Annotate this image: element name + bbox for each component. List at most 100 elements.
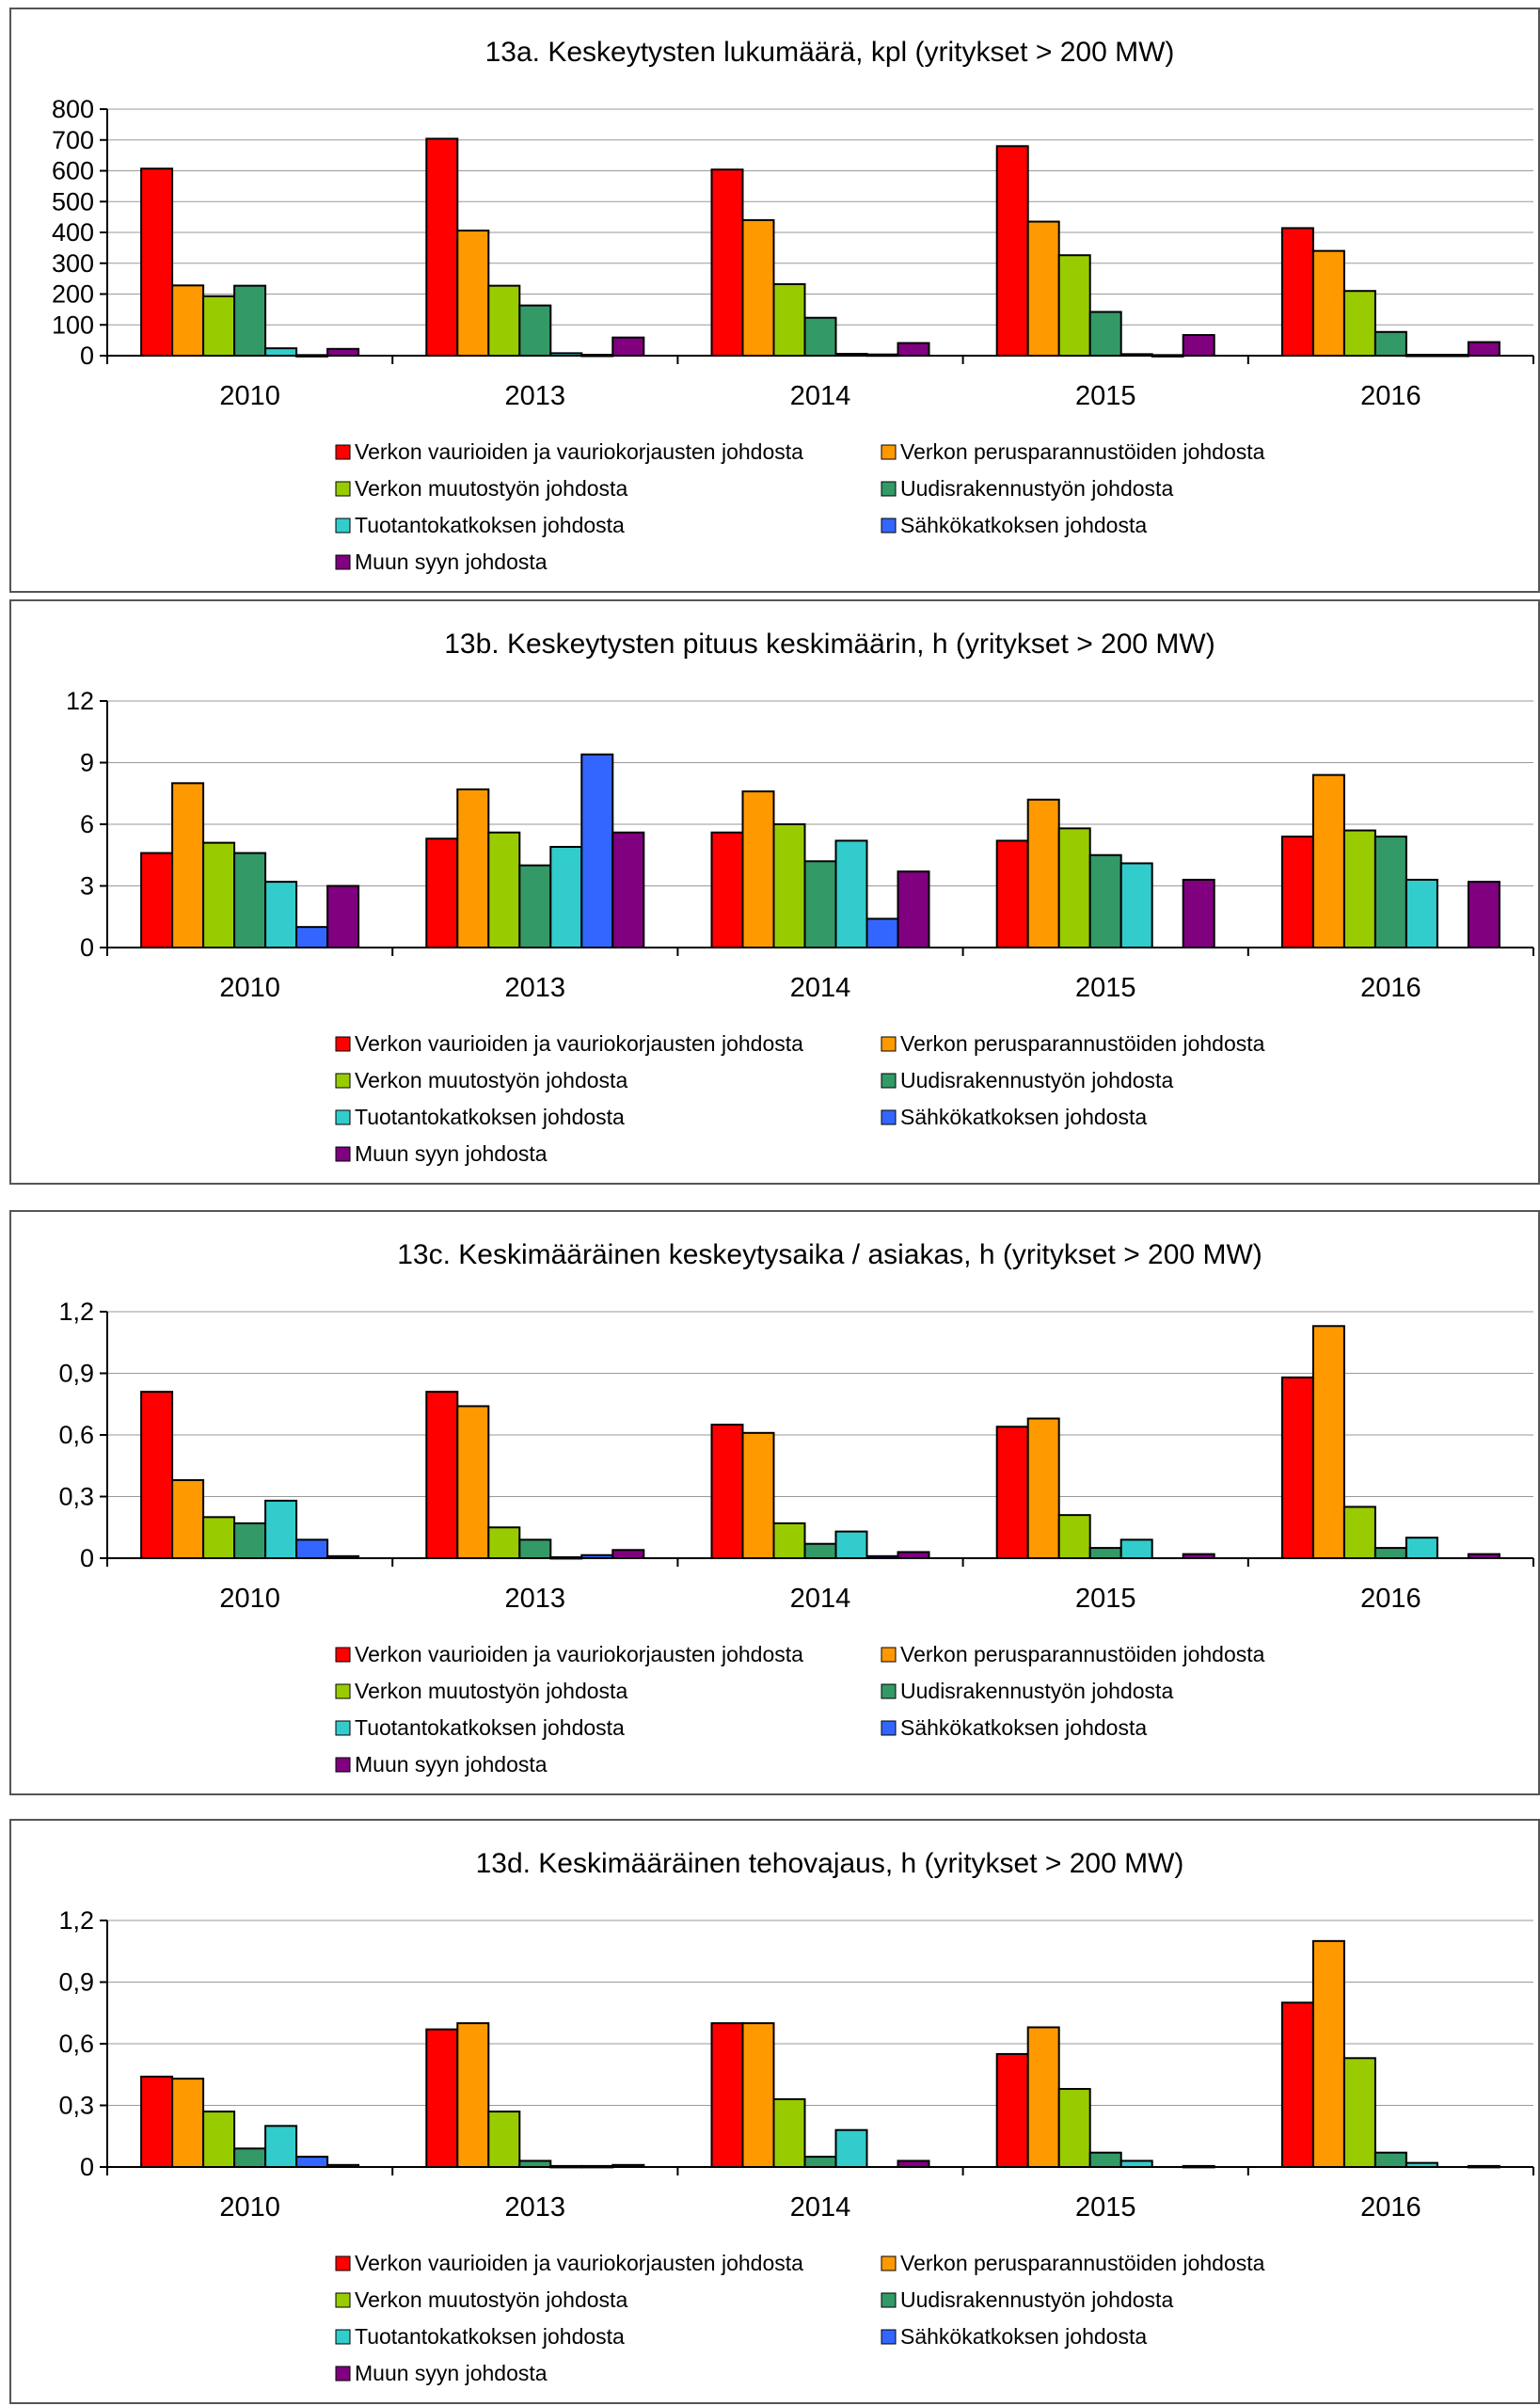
legend-swatch: [335, 554, 351, 570]
x-tick-label: 2016: [1360, 381, 1421, 411]
legend-label: Verkon vaurioiden ja vauriokorjausten jo…: [355, 1642, 803, 1666]
bar-2013-series-3: [487, 2111, 521, 2168]
legend-label: Tuotantokatkoksen johdosta: [355, 2324, 625, 2349]
bar-2014-series-6: [865, 917, 899, 948]
bar-2015-series-4: [1088, 853, 1122, 948]
x-tick-label: 2013: [505, 1584, 566, 1614]
y-tick-label: 1,2: [58, 1298, 94, 1326]
bar-2016-series-5: [1405, 878, 1438, 949]
bar-2010-series-5: [264, 2125, 298, 2169]
legend-swatch: [335, 1647, 351, 1663]
bar-2016-series-4: [1373, 330, 1407, 358]
legend-swatch: [335, 1036, 351, 1052]
bar-2015-series-4: [1088, 2151, 1122, 2169]
chart-title: 13b. Keskeytysten pituus keskimäärin, h …: [444, 629, 1215, 660]
legend-label: Verkon perusparannustöiden johdosta: [900, 439, 1265, 464]
legend-swatch: [881, 2329, 897, 2345]
legend-swatch: [335, 2329, 351, 2345]
bar-2015-series-4: [1088, 1547, 1122, 1560]
legend-label: Verkon muutostyön johdosta: [355, 2287, 627, 2312]
x-tick-label: 2010: [219, 2192, 280, 2223]
legend-label: Verkon muutostyön johdosta: [355, 1679, 627, 1703]
y-tick-label: 0,3: [58, 1483, 94, 1511]
bar-2015-series-2: [1026, 798, 1060, 948]
bar-2013-series-5: [549, 846, 583, 948]
legend-swatch: [335, 444, 351, 460]
bar-2016-series-2: [1311, 773, 1345, 948]
bar-2014-series-1: [710, 168, 744, 357]
bar-2013-series-1: [425, 2028, 459, 2168]
bar-2010-series-6: [295, 926, 329, 948]
chart-panel-13a: 13a. Keskeytysten lukumäärä, kpl (yrityk…: [9, 8, 1540, 593]
y-tick-label: 300: [52, 249, 94, 278]
legend-label: Tuotantokatkoksen johdosta: [355, 513, 625, 537]
legend-label: Uudisrakennustyön johdosta: [900, 1068, 1173, 1092]
bar-2016-series-2: [1311, 1325, 1345, 1559]
x-tick-label: 2010: [219, 1584, 280, 1614]
chart-title: 13d. Keskimääräinen tehovajaus, h (yrity…: [476, 1848, 1184, 1879]
legend-swatch: [881, 1720, 897, 1736]
chart-13c-svg: 13c. Keskimääräinen keskeytysaika / asia…: [58, 1239, 1534, 1777]
bar-2016-series-4: [1373, 836, 1407, 949]
bar-2014-series-5: [834, 2128, 868, 2169]
bar-2010-series-1: [140, 167, 174, 357]
legend-swatch: [335, 2255, 351, 2271]
legend-swatch: [335, 2366, 351, 2382]
bar-2015-series-5: [1119, 862, 1153, 949]
legend-label: Verkon vaurioiden ja vauriokorjausten jo…: [355, 439, 803, 464]
bar-2010-series-6: [295, 1538, 329, 1560]
y-tick-label: 3: [80, 872, 94, 900]
x-tick-label: 2013: [505, 2192, 566, 2223]
x-tick-label: 2013: [505, 381, 566, 411]
legend-label: Muun syyn johdosta: [355, 1752, 548, 1777]
bar-2015-series-7: [1182, 334, 1215, 357]
bar-2014-series-1: [710, 1424, 744, 1559]
legend-label: Verkon vaurioiden ja vauriokorjausten jo…: [355, 2251, 803, 2275]
bar-2014-series-2: [741, 2022, 775, 2168]
bar-2013-series-2: [456, 230, 490, 357]
chart-13d-svg: 13d. Keskimääräinen tehovajaus, h (yrity…: [58, 1848, 1534, 2385]
bar-2010-series-6: [295, 2156, 329, 2169]
bar-2016-series-2: [1311, 249, 1345, 357]
bar-2013-series-7: [611, 831, 645, 949]
y-tick-label: 0,6: [58, 2030, 94, 2058]
y-tick-label: 9: [80, 749, 94, 777]
bar-2010-series-2: [171, 1479, 205, 1559]
bar-2014-series-3: [772, 283, 806, 357]
bar-2010-series-7: [326, 347, 360, 358]
bar-2013-series-6: [580, 753, 614, 948]
bar-2016-series-4: [1373, 1547, 1407, 1560]
bar-2015-series-1: [995, 2052, 1029, 2169]
bar-2015-series-4: [1088, 311, 1122, 357]
legend-swatch: [881, 1683, 897, 1699]
y-tick-label: 800: [52, 95, 94, 123]
bar-2016-series-3: [1342, 829, 1376, 948]
bar-2014-series-1: [710, 2022, 744, 2168]
legend-label: Muun syyn johdosta: [355, 1141, 548, 1166]
bar-2014-series-3: [772, 823, 806, 948]
y-tick-label: 12: [66, 687, 94, 715]
y-tick-label: 1,2: [58, 1906, 94, 1935]
y-tick-label: 600: [52, 157, 94, 185]
legend-swatch: [881, 2292, 897, 2308]
bar-2013-series-3: [487, 284, 521, 357]
y-tick-label: 0,3: [58, 2092, 94, 2120]
x-tick-label: 2016: [1360, 973, 1421, 1003]
bar-2015-series-3: [1057, 2088, 1091, 2168]
bar-2014-series-3: [772, 1522, 806, 1559]
legend-swatch: [881, 1647, 897, 1663]
y-tick-label: 500: [52, 187, 94, 215]
y-tick-label: 400: [52, 218, 94, 247]
y-tick-label: 0,9: [58, 1968, 94, 1997]
bar-2010-series-4: [233, 2147, 267, 2169]
legend-swatch: [335, 1146, 351, 1162]
y-tick-label: 0: [80, 933, 94, 962]
legend-label: Tuotantokatkoksen johdosta: [355, 1105, 625, 1129]
x-tick-label: 2010: [219, 973, 280, 1003]
bar-2010-series-4: [233, 852, 267, 949]
bar-2014-series-4: [803, 1542, 837, 1560]
chart-13a-svg: 13a. Keskeytysten lukumäärä, kpl (yrityk…: [52, 37, 1534, 574]
legend-label: Verkon muutostyön johdosta: [355, 1068, 627, 1092]
bar-2013-series-3: [487, 831, 521, 949]
legend-swatch: [335, 1720, 351, 1736]
